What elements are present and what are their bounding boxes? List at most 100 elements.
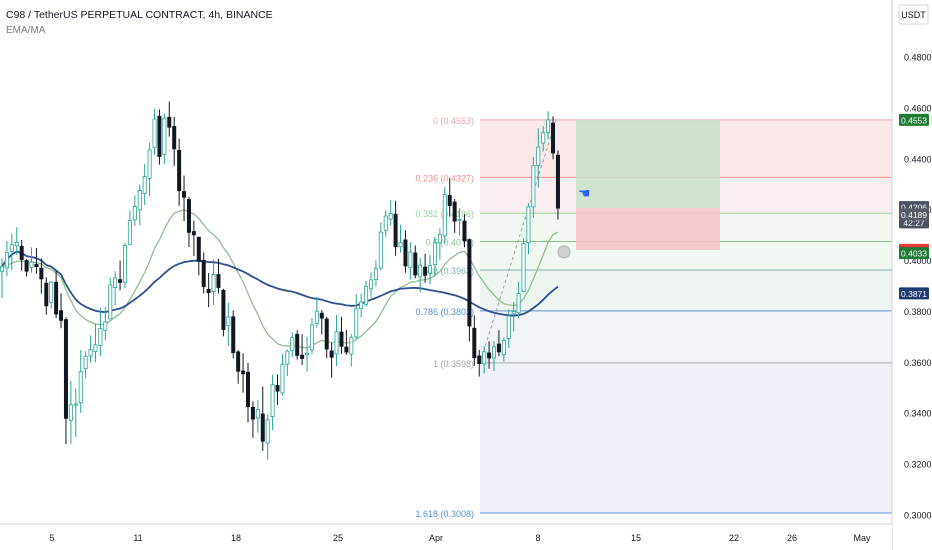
candle-up[interactable]: [123, 245, 128, 283]
candle-up[interactable]: [226, 316, 231, 327]
candle-down[interactable]: [300, 354, 305, 359]
candle-up[interactable]: [211, 274, 216, 292]
candle-up[interactable]: [255, 409, 260, 419]
candle-down[interactable]: [241, 370, 246, 375]
candle-up[interactable]: [368, 279, 373, 290]
candle-up[interactable]: [290, 337, 295, 352]
candle-up[interactable]: [388, 213, 393, 220]
candle-up[interactable]: [501, 340, 506, 356]
candle-down[interactable]: [319, 312, 324, 319]
candle-up[interactable]: [314, 310, 319, 325]
candle-down[interactable]: [63, 319, 68, 419]
candle-down[interactable]: [452, 201, 457, 222]
candle-down[interactable]: [403, 239, 408, 267]
candle-down[interactable]: [393, 213, 398, 247]
candle-down[interactable]: [496, 343, 501, 353]
candle-up[interactable]: [383, 215, 388, 231]
candle-up[interactable]: [354, 308, 359, 338]
candle-down[interactable]: [34, 263, 39, 268]
candle-down[interactable]: [477, 355, 482, 365]
candle-up[interactable]: [309, 324, 314, 351]
candle-up[interactable]: [9, 244, 14, 252]
candle-up[interactable]: [373, 268, 378, 280]
candle-down[interactable]: [172, 126, 177, 150]
candle-down[interactable]: [344, 346, 349, 353]
candle-up[interactable]: [103, 321, 108, 331]
candle-down[interactable]: [221, 289, 226, 330]
candle-down[interactable]: [177, 149, 182, 191]
candle-down[interactable]: [118, 279, 123, 283]
candle-down[interactable]: [19, 245, 24, 260]
candle-down[interactable]: [231, 316, 236, 354]
candle-up[interactable]: [359, 301, 364, 310]
candle-up[interactable]: [88, 349, 93, 357]
candle-up[interactable]: [418, 264, 423, 278]
candle-up[interactable]: [270, 384, 275, 417]
candle-up[interactable]: [98, 328, 103, 346]
candle-up[interactable]: [113, 277, 118, 288]
candle-up[interactable]: [108, 284, 113, 320]
candle-up[interactable]: [147, 149, 152, 179]
candle-up[interactable]: [546, 119, 551, 133]
candle-up[interactable]: [457, 218, 462, 221]
candle-up[interactable]: [531, 164, 536, 208]
candle-down[interactable]: [487, 352, 492, 359]
candle-down[interactable]: [216, 274, 221, 288]
candle-down[interactable]: [413, 252, 418, 276]
candle-up[interactable]: [491, 346, 496, 359]
candle-up[interactable]: [437, 233, 442, 244]
price-marker[interactable]: [557, 245, 571, 259]
candle-up[interactable]: [398, 242, 403, 248]
candle-down[interactable]: [44, 282, 49, 307]
candle-down[interactable]: [24, 260, 29, 272]
candle-down[interactable]: [324, 318, 329, 350]
candle-up[interactable]: [305, 352, 310, 356]
candle-down[interactable]: [467, 239, 472, 327]
candle-up[interactable]: [521, 243, 526, 292]
candle-up[interactable]: [442, 193, 447, 237]
candle-down[interactable]: [423, 266, 428, 276]
candle-up[interactable]: [83, 355, 88, 370]
candle-down[interactable]: [201, 259, 206, 288]
candle-down[interactable]: [551, 122, 556, 154]
candle-up[interactable]: [142, 176, 147, 195]
candle-up[interactable]: [526, 206, 531, 244]
candle-down[interactable]: [186, 199, 191, 233]
candle-up[interactable]: [536, 146, 541, 167]
candle-down[interactable]: [196, 236, 201, 262]
candle-up[interactable]: [137, 190, 142, 211]
candle-down[interactable]: [462, 220, 467, 242]
candle-up[interactable]: [14, 241, 19, 247]
candle-up[interactable]: [285, 350, 290, 365]
candle-down[interactable]: [182, 191, 187, 198]
candle-up[interactable]: [4, 252, 9, 269]
candle-up[interactable]: [432, 242, 437, 266]
candle-up[interactable]: [68, 404, 73, 421]
candle-down[interactable]: [236, 351, 241, 372]
candle-down[interactable]: [339, 331, 344, 347]
price-axis[interactable]: [892, 0, 932, 550]
candle-up[interactable]: [0, 266, 4, 272]
candle-down[interactable]: [191, 231, 196, 236]
candle-up[interactable]: [78, 371, 83, 404]
candle-up[interactable]: [73, 403, 78, 406]
indicator-label[interactable]: EMA/MA: [6, 25, 46, 36]
candle-down[interactable]: [275, 385, 280, 392]
profit-zone[interactable]: [576, 119, 720, 209]
candle-up[interactable]: [364, 286, 369, 305]
candle-down[interactable]: [329, 350, 334, 358]
candle-down[interactable]: [39, 267, 44, 280]
candle-down[interactable]: [295, 333, 300, 356]
candle-up[interactable]: [408, 251, 413, 268]
candle-up[interactable]: [152, 118, 157, 148]
candle-down[interactable]: [250, 406, 255, 420]
candle-up[interactable]: [265, 419, 270, 444]
candle-up[interactable]: [93, 344, 98, 353]
loss-zone[interactable]: [576, 208, 720, 250]
candle-up[interactable]: [482, 351, 487, 365]
candle-up[interactable]: [162, 117, 167, 155]
candle-up[interactable]: [132, 206, 137, 221]
candle-up[interactable]: [506, 315, 511, 339]
currency-button[interactable]: [898, 4, 929, 25]
